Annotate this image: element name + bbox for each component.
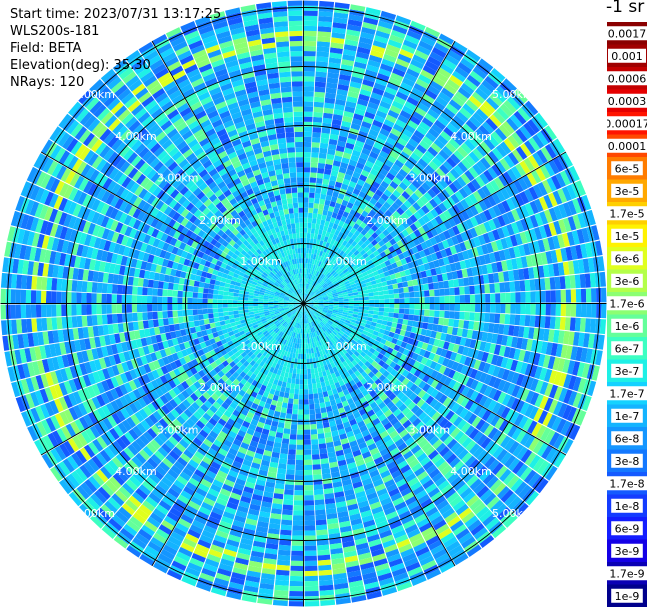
range-ring-label: 3.00km <box>157 423 199 436</box>
colorbar-label: 3e-9 <box>615 545 640 558</box>
colorbar-label: 1.7e-8 <box>609 477 644 490</box>
colorbar-label-box <box>611 161 643 176</box>
range-ring-label: 3.00km <box>409 172 451 185</box>
colorbar-label-box <box>611 341 643 356</box>
range-ring-label: 2.00km <box>366 381 408 394</box>
colorbar-label: 0.0017 <box>608 27 647 40</box>
colorbar-label: 6e-5 <box>615 162 640 175</box>
colorbar-label: 0.0003 <box>608 95 647 108</box>
colorbar-label-box <box>611 183 643 198</box>
colorbar-label: 1e-5 <box>615 230 640 243</box>
colorbar-label: 1e-6 <box>615 320 640 333</box>
colorbar-label-box <box>611 543 643 558</box>
colorbar-label-box <box>607 386 647 401</box>
colorbar-label-box <box>607 206 647 221</box>
azimuth-spoke <box>151 303 304 567</box>
field-text: Field: BETA <box>10 41 82 56</box>
colorbar-label-box <box>611 588 643 603</box>
colorbar-label: 3e-7 <box>615 365 640 378</box>
colorbar-label-box <box>607 566 647 581</box>
scan-info-panel: Start time: 2023/07/31 13:17:25 WLS200s-… <box>10 6 221 91</box>
colorbar-label: 1.7e-7 <box>609 387 644 400</box>
colorbar-label-box <box>607 71 647 86</box>
colorbar-label-box <box>611 251 643 266</box>
colorbar-label-box <box>607 26 647 41</box>
range-ring-label: 4.00km <box>450 130 492 143</box>
range-ring-label: 5.00km <box>492 88 534 101</box>
colorbar-label: 0.001 <box>611 50 643 63</box>
colorbar-label: 0.0006 <box>608 72 647 85</box>
colorbar-label: 3e-6 <box>615 275 640 288</box>
colorbar-legend: 0.0017 0.001 0.0006 0.0003 0.00017 0.0001 6e-5… <box>607 22 647 607</box>
nrays-text: NRays: 120 <box>10 75 85 90</box>
colorbar-label-box <box>611 521 643 536</box>
colorbar-label: 1e-8 <box>615 500 640 513</box>
range-ring-label: 1.00km <box>325 255 367 268</box>
azimuth-spoke <box>303 151 567 304</box>
colorbar-label-box <box>611 228 643 243</box>
range-ring-label: 1.00km <box>240 340 282 353</box>
range-ring-label: 3.00km <box>409 423 451 436</box>
instrument-name-text: WLS200s-181 <box>10 24 100 39</box>
colorbar-label-box <box>611 498 643 513</box>
colorbar-label-box <box>607 138 647 153</box>
ppi-scan-plot: 1.00km 1.00km 1.00km 1.00km 2.00km 2.00km 2.00… <box>0 0 607 607</box>
colorbar-label-box <box>611 318 643 333</box>
azimuth-spoke <box>40 303 304 456</box>
azimuth-spoke <box>303 40 456 304</box>
colorbar-label: 3e-8 <box>615 455 640 468</box>
range-ring-label: 2.00km <box>366 214 408 227</box>
azimuth-spoke <box>40 151 304 304</box>
units-label: -1 sr <box>606 0 645 17</box>
range-ring-label: 3.00km <box>157 172 199 185</box>
range-ring-label: 1.00km <box>325 340 367 353</box>
range-ring-label: 2.00km <box>199 214 241 227</box>
colorbar-label: 3e-5 <box>615 185 640 198</box>
colorbar-label-box <box>607 93 647 108</box>
azimuth-spoke <box>303 303 456 567</box>
colorbar-label-box <box>607 296 647 311</box>
range-ring-label: 4.00km <box>115 465 157 478</box>
ppi-overlay: 1.00km 1.00km 1.00km 1.00km 2.00km 2.00km 2.00… <box>0 0 607 607</box>
colorbar-label-box <box>611 453 643 468</box>
range-ring-label: 4.00km <box>115 130 157 143</box>
elevation-text: Elevation(deg): 35.30 <box>10 58 151 73</box>
range-ring-label: 4.00km <box>450 465 492 478</box>
colorbar-label: 1.7e-6 <box>609 297 644 310</box>
azimuth-spoke <box>303 303 567 456</box>
colorbar-label-box <box>611 363 643 378</box>
ppi-rays <box>0 0 607 607</box>
range-ring-label: 5.00km <box>73 88 115 101</box>
start-time-text: Start time: 2023/07/31 13:17:25 <box>10 7 222 22</box>
colorbar-label-box <box>611 273 643 288</box>
colorbar-label-box <box>611 408 643 423</box>
colorbar-label: 1e-7 <box>615 410 640 423</box>
colorbar-label: 6e-8 <box>615 432 640 445</box>
colorbar-label-box <box>607 116 647 131</box>
range-ring-label: 2.00km <box>199 381 241 394</box>
colorbar-label: 1e-9 <box>615 590 640 603</box>
colorbar-label: 0.00017 <box>607 117 647 130</box>
colorbar-label: 6e-7 <box>615 342 640 355</box>
colorbar-label: 1.7e-5 <box>609 207 644 220</box>
colorbar-label-box <box>611 431 643 446</box>
colorbar-label: 1.7e-9 <box>609 567 644 580</box>
range-ring-label: 5.00km <box>492 507 534 520</box>
colorbar-label-box <box>607 476 647 491</box>
colorbar-label: 6e-9 <box>615 522 640 535</box>
azimuth-spoke <box>151 40 304 304</box>
range-ring-label: 1.00km <box>240 255 282 268</box>
colorbar-label-box <box>608 48 646 63</box>
colorbar-label: 6e-6 <box>615 252 640 265</box>
colorbar-label: 0.0001 <box>608 140 647 153</box>
range-ring-label: 5.00km <box>73 507 115 520</box>
